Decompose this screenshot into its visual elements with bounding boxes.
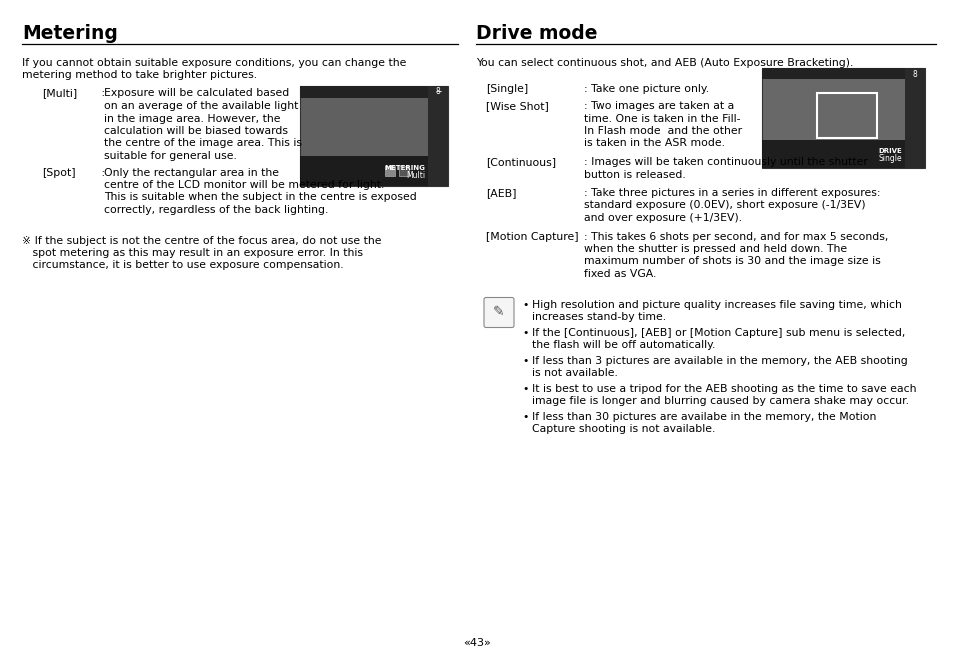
Text: •: •: [521, 300, 528, 310]
Bar: [816, 93, 876, 138]
Text: High resolution and picture quality increases file saving time, which: High resolution and picture quality incr…: [532, 300, 901, 310]
Text: centre of the LCD monitor will be metered for light.: centre of the LCD monitor will be metere…: [104, 180, 384, 190]
Text: If the [Continuous], [AEB] or [Motion Capture] sub menu is selected,: If the [Continuous], [AEB] or [Motion Ca…: [532, 327, 904, 337]
Text: increases stand-by time.: increases stand-by time.: [532, 312, 665, 321]
Text: [Single]: [Single]: [485, 84, 528, 94]
Text: •: •: [521, 383, 528, 393]
Text: You can select continuous shot, and AEB (Auto Exposure Bracketing).: You can select continuous shot, and AEB …: [476, 58, 853, 68]
Text: If less than 30 pictures are availabe in the memory, the Motion: If less than 30 pictures are availabe in…: [532, 411, 876, 422]
Bar: [299, 86, 448, 98]
Text: If you cannot obtain suitable exposure conditions, you can change the: If you cannot obtain suitable exposure c…: [22, 58, 406, 68]
Bar: [428, 86, 448, 185]
Text: image file is longer and blurring caused by camera shake may occur.: image file is longer and blurring caused…: [532, 395, 908, 405]
Text: [Wise Shot]: [Wise Shot]: [485, 101, 548, 111]
Text: maximum number of shots is 30 and the image size is: maximum number of shots is 30 and the im…: [583, 257, 880, 267]
Text: fixed as VGA.: fixed as VGA.: [583, 269, 656, 279]
Bar: [299, 156, 428, 185]
Text: [Motion Capture]: [Motion Capture]: [485, 232, 578, 242]
Text: : Images will be taken continuously until the shutter: : Images will be taken continuously unti…: [583, 157, 867, 167]
Bar: [398, 166, 409, 176]
Text: Drive mode: Drive mode: [476, 24, 597, 43]
Text: •: •: [521, 411, 528, 422]
Text: Only the rectangular area in the: Only the rectangular area in the: [104, 168, 278, 178]
FancyBboxPatch shape: [483, 298, 514, 327]
Text: suitable for general use.: suitable for general use.: [104, 151, 236, 161]
Text: the flash will be off automatically.: the flash will be off automatically.: [532, 339, 715, 350]
Text: on an average of the available light: on an average of the available light: [104, 101, 298, 111]
Text: «43»: «43»: [462, 638, 491, 648]
Text: is taken in the ASR mode.: is taken in the ASR mode.: [583, 139, 724, 148]
Text: metering method to take brighter pictures.: metering method to take brighter picture…: [22, 71, 257, 81]
Text: : This takes 6 shots per second, and for max 5 seconds,: : This takes 6 shots per second, and for…: [583, 232, 887, 242]
Text: [Spot]: [Spot]: [42, 168, 75, 178]
Text: If less than 3 pictures are available in the memory, the AEB shooting: If less than 3 pictures are available in…: [532, 356, 907, 366]
Text: : Take three pictures in a series in different exposures:: : Take three pictures in a series in dif…: [583, 188, 880, 198]
Text: Capture shooting is not available.: Capture shooting is not available.: [532, 424, 715, 434]
Bar: [385, 166, 395, 176]
Text: :: :: [98, 88, 109, 98]
Text: [Continuous]: [Continuous]: [485, 157, 556, 167]
Text: Exposure will be calculated based: Exposure will be calculated based: [104, 88, 289, 98]
Text: time. One is taken in the Fill-: time. One is taken in the Fill-: [583, 114, 740, 123]
Text: •: •: [521, 356, 528, 366]
Text: : Take one picture only.: : Take one picture only.: [583, 84, 708, 94]
Text: standard exposure (0.0EV), short exposure (-1/3EV): standard exposure (0.0EV), short exposur…: [583, 201, 864, 211]
Text: ※ If the subject is not the centre of the focus area, do not use the: ※ If the subject is not the centre of th…: [22, 236, 381, 246]
Bar: [761, 68, 924, 79]
Text: in the image area. However, the: in the image area. However, the: [104, 114, 280, 123]
Text: Metering: Metering: [22, 24, 118, 43]
Text: spot metering as this may result in an exposure error. In this: spot metering as this may result in an e…: [22, 248, 363, 258]
Text: and over exposure (+1/3EV).: and over exposure (+1/3EV).: [583, 213, 741, 223]
Text: In Flash mode  and the other: In Flash mode and the other: [583, 126, 741, 136]
Text: when the shutter is pressed and held down. The: when the shutter is pressed and held dow…: [583, 244, 846, 254]
Text: Multi: Multi: [405, 170, 424, 180]
Text: circumstance, it is better to use exposure compensation.: circumstance, it is better to use exposu…: [22, 261, 343, 271]
Text: DRIVE: DRIVE: [878, 148, 901, 154]
Text: •: •: [521, 327, 528, 337]
Text: : Two images are taken at a: : Two images are taken at a: [583, 101, 734, 111]
Text: is not available.: is not available.: [532, 368, 618, 378]
Text: the centre of the image area. This is: the centre of the image area. This is: [104, 139, 302, 148]
Text: 8: 8: [912, 70, 917, 79]
Bar: [299, 86, 448, 185]
Bar: [761, 140, 904, 168]
Text: METERING: METERING: [384, 166, 424, 172]
Text: [AEB]: [AEB]: [485, 188, 516, 198]
Text: Single: Single: [878, 154, 901, 163]
Text: button is released.: button is released.: [583, 170, 685, 180]
Text: ✎: ✎: [493, 306, 504, 319]
Text: 8̶: 8̶: [436, 88, 440, 96]
Bar: [904, 68, 924, 168]
Text: calculation will be biased towards: calculation will be biased towards: [104, 126, 288, 136]
Bar: [761, 68, 924, 168]
Text: This is suitable when the subject in the centre is exposed: This is suitable when the subject in the…: [104, 193, 416, 203]
Text: It is best to use a tripod for the AEB shooting as the time to save each: It is best to use a tripod for the AEB s…: [532, 383, 916, 393]
Text: correctly, regardless of the back lighting.: correctly, regardless of the back lighti…: [104, 205, 328, 215]
Text: [Multi]: [Multi]: [42, 88, 77, 98]
Text: :: :: [98, 168, 109, 178]
